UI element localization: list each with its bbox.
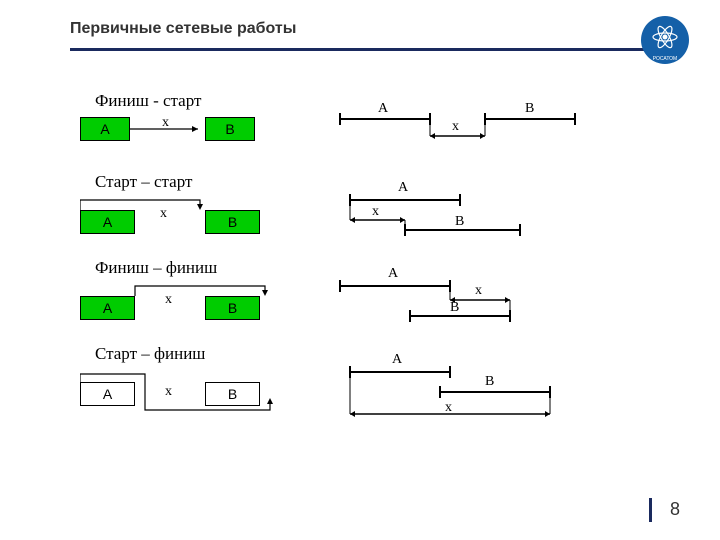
section-title: Финиш - старт <box>95 91 320 111</box>
box-diagram-fs: A x B <box>80 117 320 157</box>
gantt-b-label: B <box>455 214 464 230</box>
gantt-a-label: A <box>378 101 388 117</box>
page-number: 8 <box>670 499 680 520</box>
header: Первичные сетевые работы РОСАТОМ <box>0 0 720 38</box>
section-ss: Старт – старт A x B <box>70 172 650 252</box>
gantt-a-label: A <box>388 266 398 282</box>
section-ff: Финиш – финиш A x B <box>70 258 650 338</box>
gantt-ff: A x B <box>320 278 600 338</box>
gantt-x-label: x <box>452 119 459 135</box>
section-fs: Финиш - старт A x B <box>70 91 650 166</box>
gantt-sf: A B x <box>320 364 600 434</box>
section-sf: Старт – финиш A x B <box>70 344 650 434</box>
gantt-a-label: A <box>392 352 402 368</box>
gantt-b-label: B <box>485 374 494 390</box>
section-title: Старт – финиш <box>95 344 320 364</box>
gantt-fs: A x B <box>320 111 600 166</box>
page-number-bar <box>649 498 652 522</box>
section-title: Старт – старт <box>95 172 320 192</box>
gantt-a-label: A <box>398 180 408 196</box>
gantt-x-label: x <box>372 204 379 220</box>
box-diagram-sf: A x B <box>80 370 320 418</box>
gantt-ss: A x B <box>320 192 600 252</box>
gantt-x-label: x <box>445 400 452 416</box>
box-diagram-ff: A x B <box>80 284 320 332</box>
gantt-x-label: x <box>475 283 482 299</box>
section-title: Финиш – финиш <box>95 258 320 278</box>
gantt-b-label: B <box>450 300 459 316</box>
box-diagram-ss: A x B <box>80 198 320 246</box>
page-title: Первичные сетевые работы <box>70 20 296 37</box>
gantt-b-label: B <box>525 101 534 117</box>
content: Финиш - старт A x B <box>0 51 720 434</box>
